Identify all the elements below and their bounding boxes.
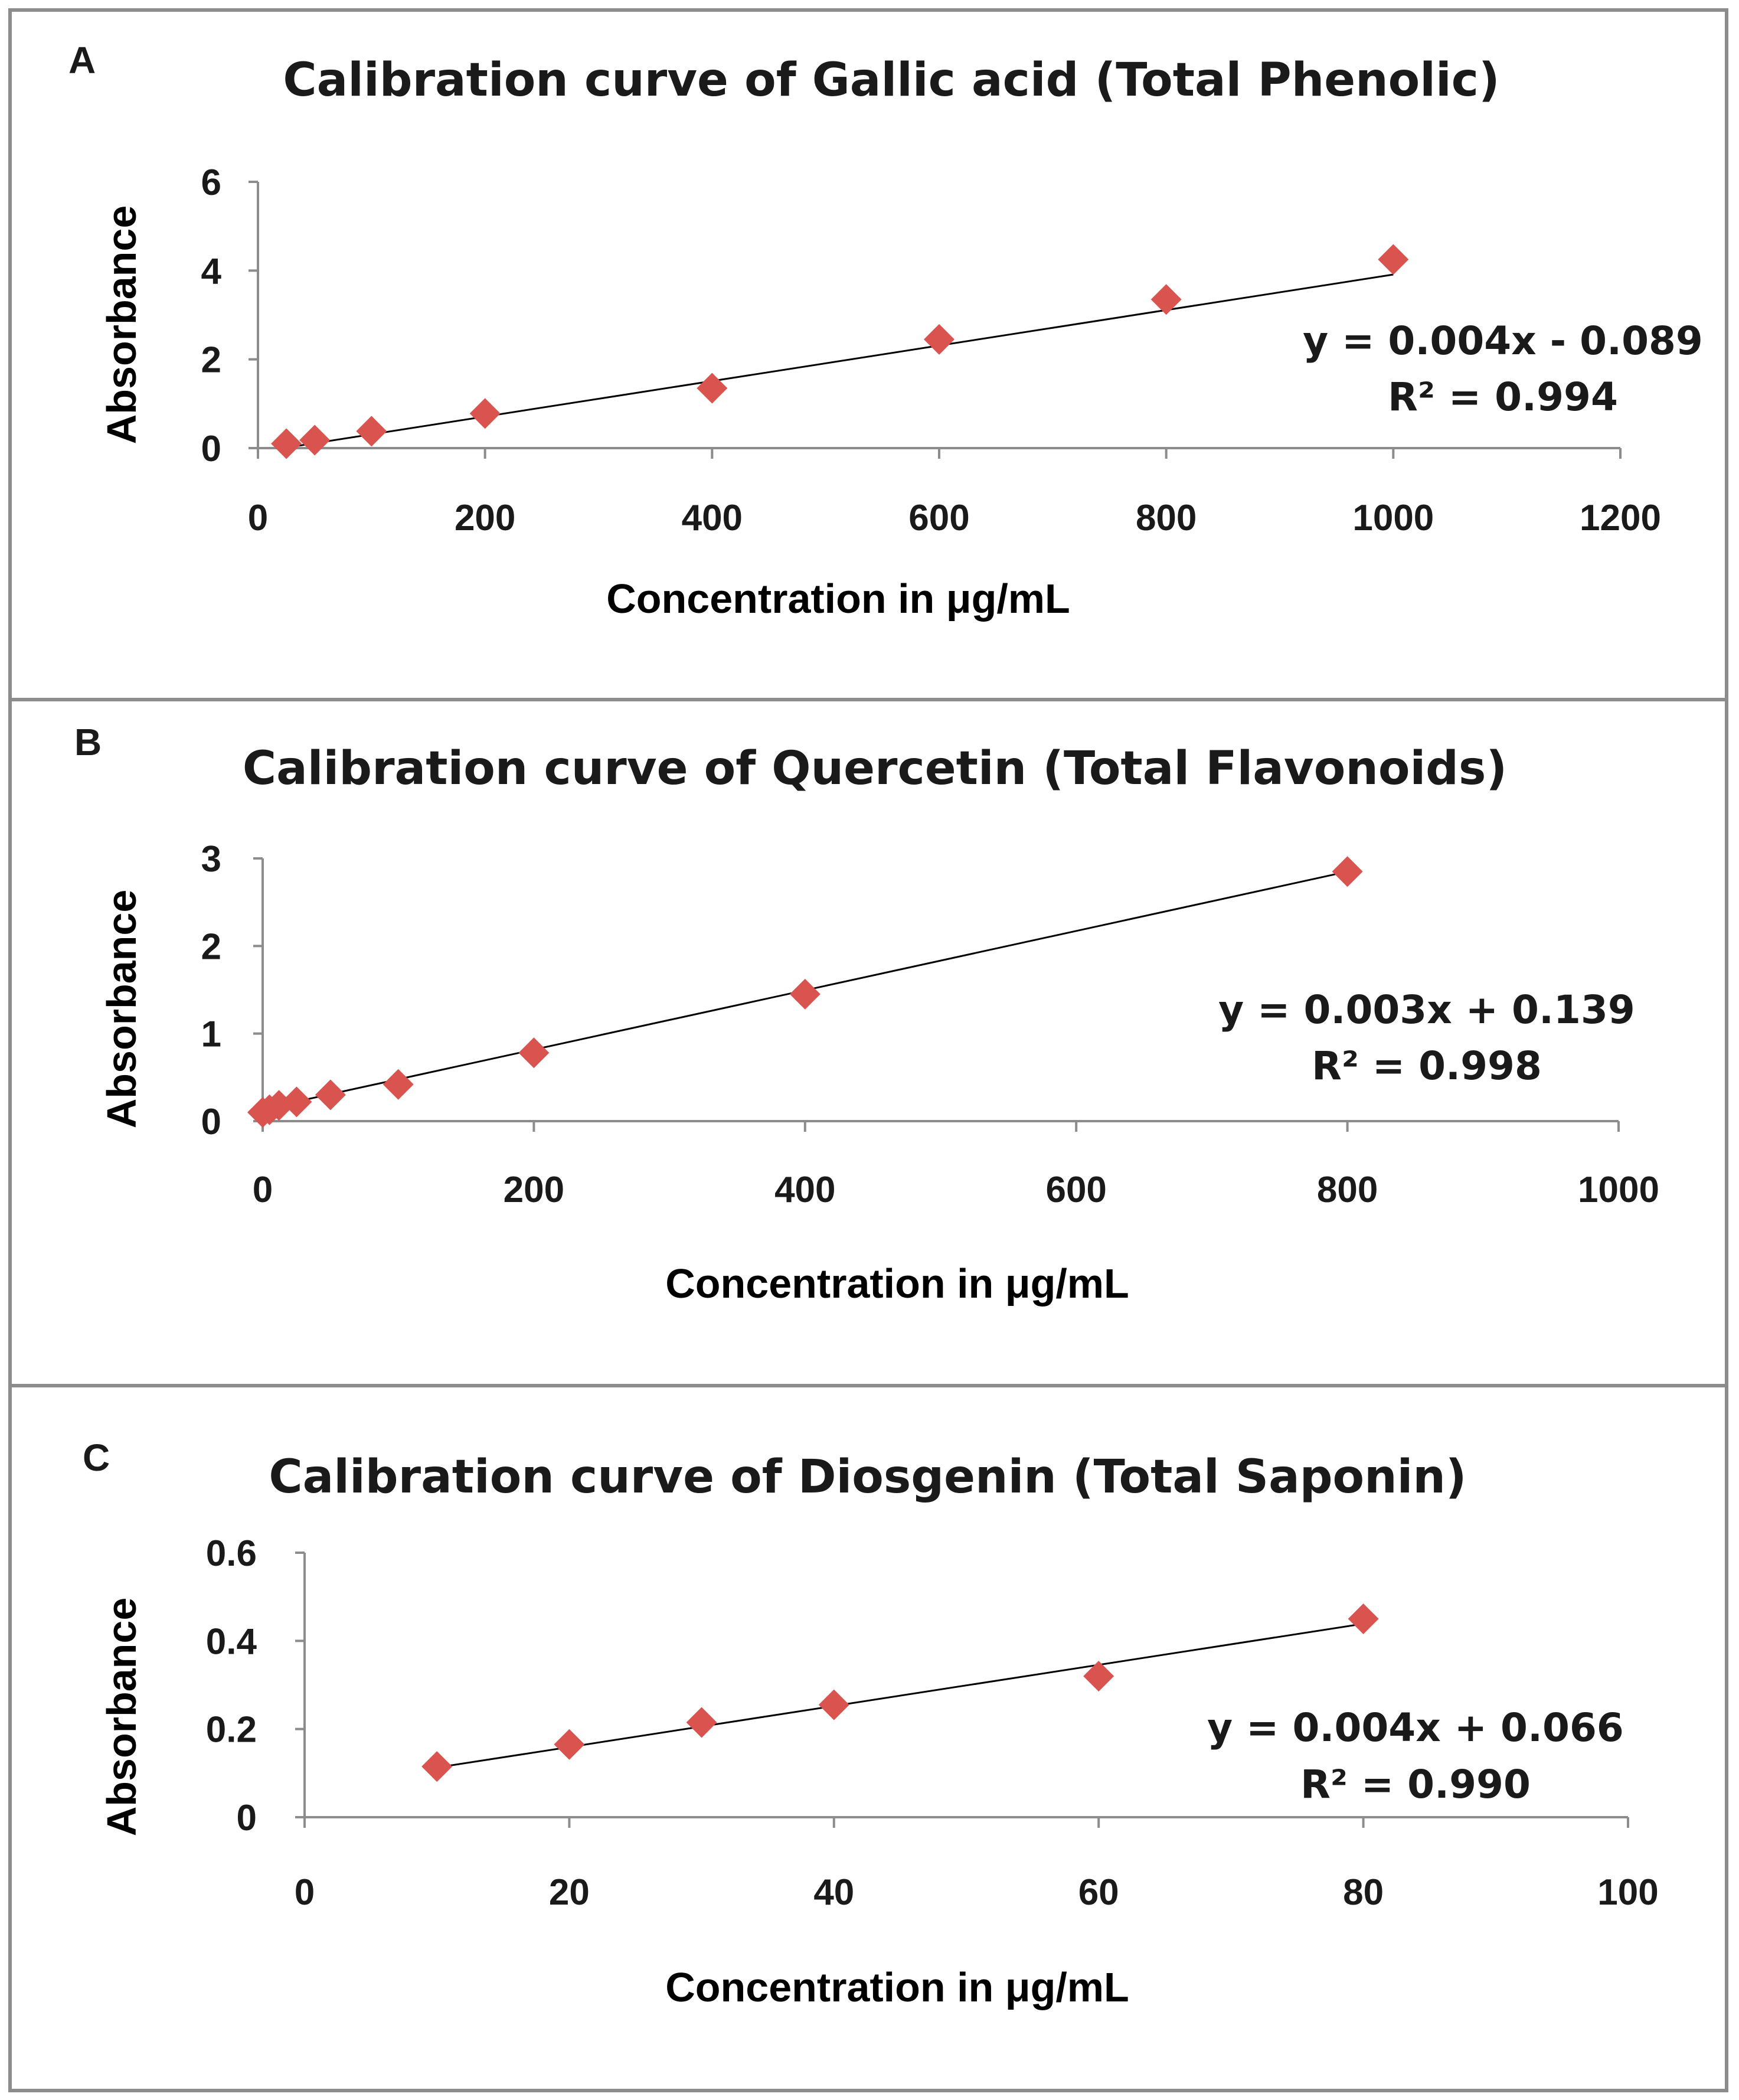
- y-tick-label: 0: [201, 429, 221, 469]
- data-point: [383, 1069, 414, 1100]
- chart-title: Calibration curve of Diosgenin (Total Sa…: [269, 1451, 1466, 1504]
- x-tick-label: 80: [1343, 1872, 1384, 1913]
- trendline-equation: y = 0.004x - 0.089: [1303, 318, 1703, 364]
- panel-label: C: [83, 1436, 110, 1479]
- panel-a: A Calibration curve of Gallic acid (Tota…: [8, 8, 1728, 703]
- data-point: [789, 978, 821, 1010]
- x-tick-label: 800: [1317, 1170, 1378, 1210]
- x-tick-label: 60: [1078, 1872, 1119, 1913]
- y-tick-label: 6: [201, 162, 221, 203]
- chart-title: Calibration curve of Quercetin (Total Fl…: [243, 742, 1507, 795]
- y-tick-label: 0: [201, 1102, 221, 1142]
- y-tick-label: 0.2: [206, 1710, 257, 1750]
- panel-label: B: [74, 721, 102, 763]
- x-tick-label: 800: [1136, 498, 1197, 538]
- x-tick-label: 400: [774, 1170, 835, 1210]
- x-tick-label: 1000: [1352, 498, 1434, 538]
- x-tick-label: 100: [1597, 1872, 1658, 1913]
- data-point: [299, 424, 331, 456]
- r-squared-label: R² = 0.994: [1388, 374, 1618, 420]
- trendline-equation: y = 0.004x + 0.066: [1207, 1705, 1624, 1750]
- panel-label: A: [68, 39, 96, 81]
- x-tick-label: 40: [813, 1872, 854, 1913]
- x-tick-label: 600: [1045, 1170, 1106, 1210]
- r-squared-label: R² = 0.998: [1312, 1043, 1542, 1089]
- x-axis-title: Concentration in μg/mL: [665, 1964, 1129, 2010]
- data-point: [818, 1689, 849, 1720]
- y-axis-title: Absorbance: [99, 890, 145, 1129]
- r-squared-label: R² = 0.990: [1300, 1762, 1531, 1807]
- data-point: [421, 1751, 453, 1782]
- x-axis-title: Concentration in μg/mL: [665, 1260, 1129, 1307]
- x-tick-label: 200: [455, 498, 515, 538]
- y-tick-label: 0.6: [206, 1533, 257, 1574]
- panel-c: C Calibration curve of Diosgenin (Total …: [8, 1384, 1728, 2092]
- x-axis-title: Concentration in μg/mL: [606, 576, 1070, 622]
- x-tick-label: 600: [908, 498, 969, 538]
- data-point: [1348, 1603, 1379, 1634]
- data-point: [554, 1729, 585, 1760]
- y-axis-title: Absorbance: [99, 205, 145, 445]
- data-point: [1332, 856, 1363, 887]
- y-tick-label: 3: [201, 839, 221, 880]
- x-tick-label: 400: [682, 498, 743, 538]
- x-tick-label: 0: [295, 1872, 315, 1913]
- y-tick-label: 4: [201, 251, 222, 292]
- data-point: [1150, 284, 1182, 315]
- data-point: [518, 1037, 550, 1069]
- x-tick-label: 1000: [1578, 1170, 1659, 1210]
- data-point: [1083, 1661, 1114, 1692]
- data-point: [1378, 244, 1409, 275]
- trendline: [436, 1622, 1364, 1769]
- data-point: [315, 1079, 346, 1111]
- data-point: [281, 1086, 312, 1118]
- y-tick-label: 2: [201, 340, 221, 381]
- data-point: [686, 1707, 717, 1738]
- data-point: [271, 428, 302, 459]
- trendline-equation: y = 0.003x + 0.139: [1218, 987, 1635, 1033]
- chart-c: C Calibration curve of Diosgenin (Total …: [83, 1436, 1659, 2010]
- data-point: [697, 373, 728, 404]
- chart-b: B Calibration curve of Quercetin (Total …: [74, 721, 1659, 1307]
- x-tick-label: 0: [253, 1170, 273, 1210]
- panel-b: B Calibration curve of Quercetin (Total …: [8, 698, 1728, 1389]
- x-tick-label: 200: [504, 1170, 564, 1210]
- y-tick-label: 2: [201, 926, 221, 967]
- x-tick-label: 0: [248, 498, 268, 538]
- x-tick-label: 20: [549, 1872, 590, 1913]
- trendline: [286, 273, 1394, 449]
- chart-a: A Calibration curve of Gallic acid (Tota…: [68, 39, 1703, 622]
- data-point: [924, 324, 955, 355]
- y-axis-title: Absorbance: [99, 1598, 145, 1837]
- y-tick-label: 0: [237, 1798, 257, 1838]
- y-tick-label: 1: [201, 1014, 221, 1055]
- x-tick-label: 1200: [1580, 498, 1661, 538]
- data-point: [356, 416, 387, 447]
- y-tick-label: 0.4: [206, 1621, 257, 1662]
- chart-title: Calibration curve of Gallic acid (Total …: [283, 54, 1499, 107]
- data-point: [469, 398, 501, 429]
